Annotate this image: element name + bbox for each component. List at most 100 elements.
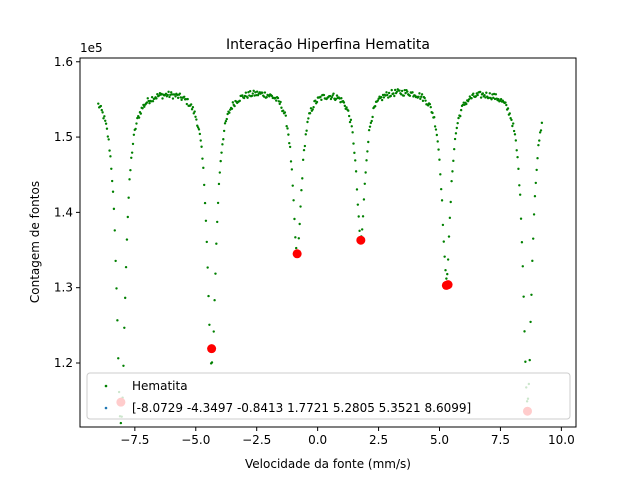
data-point (208, 323, 211, 326)
data-point (298, 222, 301, 226)
data-point (485, 91, 488, 94)
minimum-marker (292, 249, 302, 259)
data-point (420, 93, 424, 96)
data-point (246, 96, 249, 99)
data-point (440, 199, 444, 202)
data-point (533, 195, 537, 198)
data-point (197, 128, 201, 131)
data-point (452, 159, 455, 163)
data-point (216, 220, 219, 224)
data-point (511, 124, 514, 128)
data-point (320, 98, 323, 102)
legend-label-minima: [-8.0729 -4.3497 -0.8413 1.7721 5.2805 5… (132, 401, 471, 415)
data-point (345, 106, 348, 109)
data-point (190, 108, 194, 111)
data-point (532, 213, 536, 216)
data-point (222, 129, 226, 133)
data-point (205, 240, 208, 244)
data-point (368, 125, 372, 128)
data-point (510, 118, 513, 122)
data-point (171, 97, 175, 100)
data-point (217, 182, 221, 186)
data-point (528, 358, 531, 362)
data-point (270, 94, 274, 98)
data-point (174, 95, 177, 98)
data-point (523, 330, 526, 333)
data-point (433, 116, 436, 119)
data-point (112, 207, 116, 211)
data-point (299, 205, 302, 208)
data-point (262, 95, 266, 98)
data-point (314, 99, 317, 102)
minimum-marker (443, 280, 453, 290)
data-point (139, 112, 143, 115)
data-point (305, 129, 308, 132)
data-point (465, 102, 468, 106)
data-point (218, 171, 222, 174)
data-point (195, 118, 198, 121)
data-point (261, 91, 264, 94)
data-point (126, 215, 129, 219)
data-point (420, 95, 423, 98)
data-point (355, 188, 359, 191)
data-point (356, 203, 360, 206)
data-point (210, 361, 214, 364)
data-point (431, 111, 434, 115)
x-tick-label: 2.5 (369, 433, 388, 447)
data-point (385, 91, 388, 94)
y-offset-label: 1e5 (80, 41, 103, 55)
data-point (348, 120, 352, 124)
data-point (479, 90, 482, 94)
data-point (374, 105, 377, 108)
data-point (522, 295, 525, 298)
data-point (392, 92, 395, 95)
data-point (215, 242, 218, 245)
data-point (354, 170, 358, 173)
data-point (191, 105, 195, 109)
data-point (115, 287, 118, 290)
data-point (184, 97, 188, 101)
data-point (233, 104, 236, 108)
data-point (202, 183, 206, 187)
legend-box (86, 372, 571, 420)
data-point (340, 97, 343, 100)
data-point (349, 118, 353, 122)
data-point (483, 93, 486, 97)
data-point (124, 265, 128, 269)
data-point (335, 94, 339, 97)
data-point (103, 115, 106, 118)
data-point (183, 95, 186, 98)
data-point (513, 133, 517, 136)
data-point (519, 217, 523, 220)
data-point (423, 96, 426, 100)
data-point (125, 238, 129, 241)
data-point (176, 96, 180, 100)
data-point (292, 199, 295, 202)
plot-area (79, 57, 577, 428)
data-point (524, 360, 527, 363)
data-point (358, 229, 361, 233)
data-point (441, 223, 445, 227)
data-point (428, 102, 432, 106)
data-point (380, 95, 383, 99)
data-point (446, 272, 449, 276)
data-point (135, 122, 138, 125)
data-point (450, 179, 453, 183)
data-point (289, 160, 293, 163)
y-axis: 1.2 1.3 1.4 1.5 1.6 (54, 55, 80, 370)
data-point (306, 120, 309, 124)
data-point (342, 101, 346, 104)
data-point (300, 189, 303, 192)
legend-marker-minima (104, 406, 108, 410)
data-point (536, 157, 539, 160)
data-point (515, 149, 518, 152)
data-point (426, 104, 430, 107)
data-point (360, 228, 364, 231)
data-point (303, 144, 307, 148)
data-point (439, 173, 442, 176)
data-point (351, 131, 354, 134)
data-point (132, 133, 136, 136)
data-point (142, 103, 145, 107)
data-point (255, 93, 258, 97)
